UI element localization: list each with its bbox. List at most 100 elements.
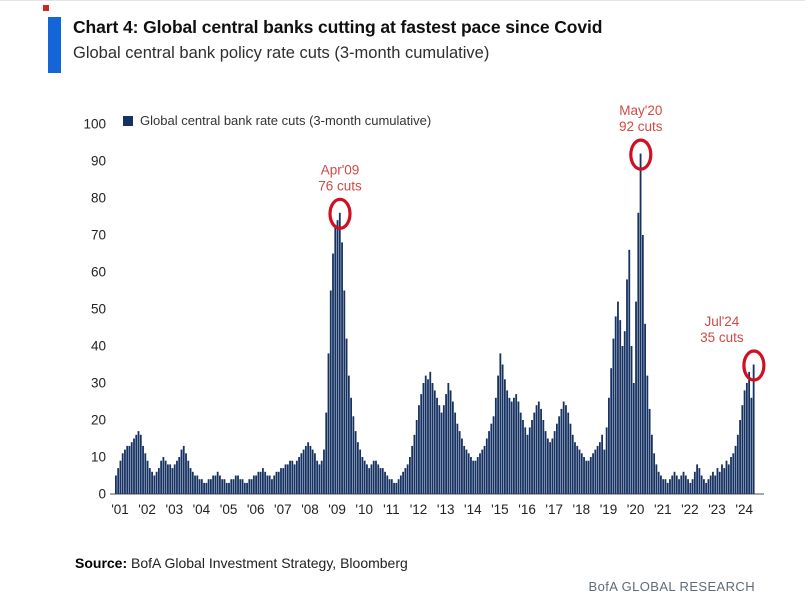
bar xyxy=(743,390,746,494)
bar xyxy=(675,475,678,494)
bar xyxy=(537,401,540,494)
bar xyxy=(739,420,741,494)
annotation-circle xyxy=(742,349,766,382)
bar xyxy=(115,475,117,494)
y-tick-label: 60 xyxy=(91,265,106,280)
bar xyxy=(707,479,710,494)
y-tick-label: 70 xyxy=(91,228,106,243)
bar xyxy=(474,460,477,494)
source-text: BofA Global Investment Strategy, Bloombe… xyxy=(131,555,408,571)
bar xyxy=(196,475,199,494)
bar xyxy=(298,457,300,494)
bar xyxy=(481,449,484,494)
bar xyxy=(411,445,414,494)
bar xyxy=(219,475,221,494)
bar xyxy=(311,449,314,494)
bar xyxy=(623,331,626,494)
x-tick-label: '21 xyxy=(654,502,672,517)
bar xyxy=(268,475,271,494)
bar xyxy=(433,390,436,494)
bar xyxy=(617,301,619,494)
bar xyxy=(266,475,269,494)
bar xyxy=(449,390,452,494)
bar xyxy=(225,482,228,494)
bar xyxy=(257,471,260,494)
bar xyxy=(533,412,536,494)
bar xyxy=(569,423,572,494)
bar xyxy=(535,405,538,494)
bar xyxy=(336,220,339,494)
bar xyxy=(608,397,610,494)
bar xyxy=(562,401,565,494)
annotation-circle xyxy=(629,138,653,171)
bar xyxy=(603,449,606,494)
bar xyxy=(467,453,470,494)
bar xyxy=(350,397,352,494)
bar xyxy=(239,479,242,494)
bar xyxy=(144,453,147,494)
bar xyxy=(135,434,138,494)
bar xyxy=(594,449,597,494)
bar xyxy=(316,460,319,494)
bar xyxy=(345,338,348,494)
bar xyxy=(655,464,658,494)
bar xyxy=(438,405,441,494)
bar xyxy=(592,453,594,494)
bar xyxy=(277,471,280,494)
bar xyxy=(139,434,142,494)
bar xyxy=(343,290,346,494)
bar xyxy=(282,468,285,494)
bar xyxy=(549,442,552,494)
bar xyxy=(445,394,447,494)
bar xyxy=(614,316,617,494)
bar xyxy=(133,438,135,494)
annotation-cuts-label: 92 cuts xyxy=(619,119,663,134)
bar xyxy=(329,290,332,494)
bar xyxy=(302,449,305,494)
bar xyxy=(354,431,357,494)
bar xyxy=(182,445,185,494)
bar xyxy=(248,479,251,494)
bar xyxy=(483,445,486,494)
bar xyxy=(571,434,574,494)
bar xyxy=(440,412,443,494)
bar xyxy=(578,449,581,494)
bar xyxy=(712,471,714,494)
bar xyxy=(117,468,120,494)
bar xyxy=(589,457,592,494)
bar xyxy=(456,423,459,494)
bar xyxy=(632,383,635,494)
bar xyxy=(546,438,549,494)
y-tick-label: 30 xyxy=(91,376,106,391)
bar xyxy=(476,457,479,494)
bar xyxy=(300,453,303,494)
bar xyxy=(544,431,547,494)
y-tick-label: 90 xyxy=(91,154,106,169)
bar xyxy=(155,471,158,494)
x-tick-label: '09 xyxy=(328,502,346,517)
bar xyxy=(194,475,196,494)
bar xyxy=(162,457,165,494)
bar xyxy=(671,475,674,494)
bar xyxy=(164,460,167,494)
bar xyxy=(121,453,124,494)
bar xyxy=(212,475,215,494)
bar xyxy=(488,431,490,494)
bar xyxy=(395,482,398,494)
bar xyxy=(304,445,307,494)
bar xyxy=(130,442,133,494)
bar xyxy=(531,420,533,494)
bar xyxy=(289,460,291,494)
bar xyxy=(660,475,662,494)
bar xyxy=(492,416,495,494)
y-tick-label: 40 xyxy=(91,339,106,354)
x-tick-label: '08 xyxy=(301,502,319,517)
bar xyxy=(420,394,423,494)
annotation-date-label: Apr'09 xyxy=(321,162,360,177)
bar xyxy=(185,453,187,494)
bar xyxy=(264,471,267,494)
x-tick-label: '20 xyxy=(627,502,645,517)
bar xyxy=(580,453,583,494)
x-tick-label: '04 xyxy=(193,502,211,517)
